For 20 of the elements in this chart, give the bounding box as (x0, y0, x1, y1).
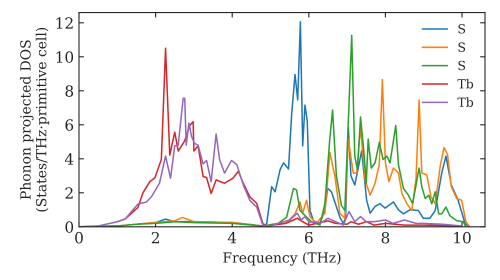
legend-label: S (458, 24, 466, 34)
legend-label: Tb (458, 97, 474, 107)
y-tick-label: 10 (56, 51, 74, 63)
x-tick-label: 8 (382, 232, 390, 244)
y-tick-label: 6 (65, 119, 74, 131)
x-tick-label: 2 (152, 232, 159, 244)
x-tick-label: 0 (75, 232, 83, 244)
legend-label: Tb (458, 78, 474, 89)
y-tick-label: 0 (65, 221, 74, 233)
y-axis-title: Phonon projected DOS (States/THz·primitive cell) (20, 28, 50, 212)
legend-label: S (458, 42, 466, 52)
x-tick-label: 6 (304, 232, 313, 244)
x-tick-label: 4 (228, 232, 236, 244)
y-tick-label: 2 (65, 187, 73, 199)
x-tick-label: 10 (454, 232, 471, 244)
y-tick-label: 4 (64, 153, 74, 165)
y-tick-label: 8 (65, 85, 74, 97)
y-tick-label: 12 (56, 17, 73, 29)
legend-label: S (458, 60, 466, 70)
x-axis-title: Frequency (THz) (223, 252, 340, 266)
